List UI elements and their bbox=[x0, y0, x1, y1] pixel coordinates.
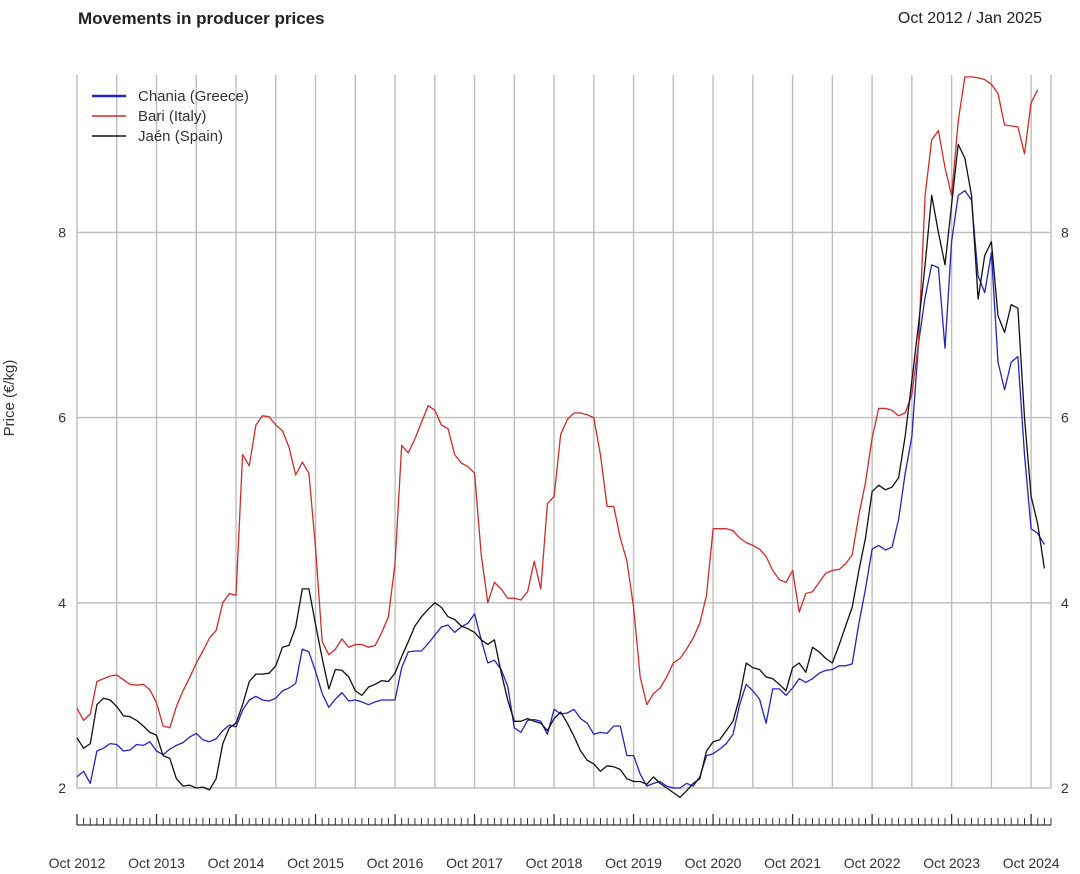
chart-title: Movements in producer prices bbox=[78, 9, 325, 28]
y-tick-label-right: 6 bbox=[1061, 410, 1069, 426]
y-tick-label-left: 8 bbox=[58, 224, 66, 240]
series-lines bbox=[76, 76, 1046, 798]
series-line-bari bbox=[76, 76, 1039, 729]
x-tick-label: Oct 2023 bbox=[923, 855, 980, 871]
legend-label: Jaén (Spain) bbox=[138, 128, 223, 145]
grid bbox=[76, 75, 1052, 789]
y-tick-label-right: 8 bbox=[1061, 224, 1069, 240]
series-line-jaen bbox=[76, 143, 1046, 798]
x-tick-label: Oct 2018 bbox=[526, 855, 583, 871]
x-tick-label: Oct 2014 bbox=[208, 855, 265, 871]
series-line-chania bbox=[76, 190, 1045, 789]
x-tick-label: Oct 2021 bbox=[764, 855, 821, 871]
y-axis-left: 2 4 6 8 bbox=[58, 224, 66, 796]
x-tick-label: Oct 2013 bbox=[128, 855, 185, 871]
x-tick-label: Oct 2022 bbox=[844, 855, 901, 871]
x-tick-label: Oct 2015 bbox=[287, 855, 344, 871]
y-axis-label: Price (€/kg) bbox=[1, 360, 18, 437]
y-axis-right: 2 4 6 8 bbox=[1061, 224, 1069, 796]
legend: Chania (Greece) Bari (Italy) Jaén (Spain) bbox=[92, 88, 249, 145]
x-axis: Oct 2012 Oct 2013 Oct 2014 Oct 2015 Oct 2016… bbox=[49, 814, 1060, 871]
x-tick-label: Oct 2020 bbox=[685, 855, 742, 871]
date-range-label: Oct 2012 / Jan 2025 bbox=[897, 10, 1042, 27]
x-tick-label: Oct 2016 bbox=[367, 855, 424, 871]
y-tick-label-left: 2 bbox=[58, 780, 66, 796]
legend-label: Chania (Greece) bbox=[138, 88, 249, 105]
x-tick-label: Oct 2024 bbox=[1003, 855, 1060, 871]
y-tick-label-right: 2 bbox=[1061, 780, 1069, 796]
y-tick-label-left: 4 bbox=[58, 595, 66, 611]
legend-label: Bari (Italy) bbox=[138, 108, 206, 125]
y-tick-label-left: 6 bbox=[58, 410, 66, 426]
x-tick-label: Oct 2019 bbox=[605, 855, 662, 871]
y-tick-label-right: 4 bbox=[1061, 595, 1069, 611]
x-tick-label: Oct 2017 bbox=[446, 855, 503, 871]
x-tick-label: Oct 2012 bbox=[49, 855, 106, 871]
